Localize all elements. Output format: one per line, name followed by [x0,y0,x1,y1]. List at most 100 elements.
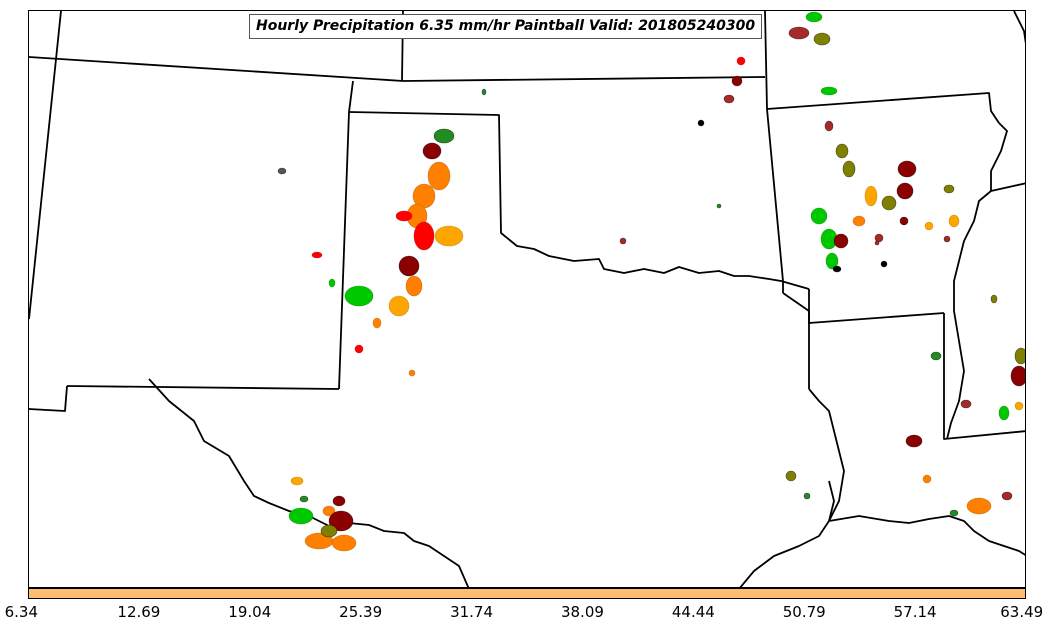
precip-blob [277,167,287,175]
precip-blob [372,317,382,329]
precip-blob [481,88,487,96]
map-title: Hourly Precipitation 6.35 mm/hr Paintbal… [249,14,763,39]
precip-blob [388,295,410,317]
colorbar-tick-label: 57.14 [893,603,937,621]
colorbar-tick-label: 50.79 [782,603,826,621]
precip-blob [332,495,346,507]
precip-blob [905,434,923,448]
border-ks-ok-north [348,111,810,290]
precip-blob [835,143,849,159]
precip-blob [864,185,878,207]
precip-blob [299,495,309,503]
precip-blob [825,252,839,270]
precip-blob [288,507,314,525]
colorbar-tick-label: 63.49 [1000,603,1044,621]
border-co-ne [29,56,404,82]
precip-blob [413,221,435,251]
precip-blob [880,260,888,268]
precip-blob [434,225,464,247]
precip-blob [998,405,1010,421]
precip-blob [1014,401,1024,411]
precip-blob [949,509,959,517]
precip-blob [395,210,413,222]
precip-blob [810,207,828,225]
precip-blob [697,119,705,127]
border-ks-mo [402,76,766,82]
colorbar-tick-label: 38.09 [560,603,604,621]
precip-blob [1014,347,1025,365]
precip-blob [331,534,357,552]
precip-blob [922,474,932,484]
border-ms-la [943,313,1025,440]
border-ok-tx-red [782,292,810,389]
precip-blob [852,215,866,227]
precip-blob [723,94,735,104]
precip-blob [408,369,416,377]
border-la-coast [828,515,1025,556]
precip-blob [354,344,364,354]
precip-blob [930,351,942,361]
colorbar-tick-label: 31.74 [450,603,494,621]
precip-blob [842,160,856,178]
colorbar-tick-label: 6.34 [4,603,39,621]
colorbar-tick-label: 44.44 [671,603,715,621]
precip-blob [881,195,897,211]
precip-paintball-blobs [277,11,1025,552]
border-tx-west [29,385,68,412]
precip-blob [731,75,743,87]
coastline-gulf-east [1013,11,1025,44]
precip-blob [874,233,884,243]
precip-blob [328,278,336,288]
precip-blob [328,510,354,532]
map-canvas [29,11,1025,587]
border-nm-south [66,385,340,390]
precip-blob [619,237,627,245]
precip-blob [899,216,909,226]
precip-blob [398,255,420,277]
precip-blob [405,275,423,297]
precip-blob [897,160,917,178]
precip-blob [1001,491,1013,501]
precip-blob [344,285,374,307]
precip-blob [805,11,823,23]
precip-blob [833,233,849,249]
precip-blob [943,184,955,194]
border-tx-la-sabine [808,388,845,522]
border-co-nm-north [29,11,62,320]
border-co-ks [348,80,354,113]
precip-blob [960,399,972,409]
precip-blob [433,128,455,144]
precip-blob [785,470,797,482]
precip-blob [716,203,722,209]
precip-blob [736,56,746,66]
border-nm-tx [338,111,350,390]
colorbar-tick-label: 12.69 [117,603,161,621]
precip-blob [832,265,842,273]
state-borders [29,11,1025,587]
precip-blob [990,294,998,304]
precip-blob [290,476,304,486]
precip-blob [874,240,880,246]
precip-blob [427,161,451,191]
colorbar-tick-label: 19.04 [228,603,272,621]
precip-blob [966,497,992,515]
colorbar-tick-label: 25.39 [339,603,383,621]
precip-blob [824,120,834,132]
precip-blob [803,492,811,500]
precip-blob [322,505,336,517]
border-tx-coast [739,480,835,587]
precip-blob [896,182,914,200]
border-mo-west [764,11,784,282]
precip-blob [813,32,831,46]
border-ar-north [766,92,1000,124]
map-panel [28,10,1026,588]
precip-blob [311,251,323,259]
border-tn [990,182,1025,192]
precip-blob [320,524,338,538]
precip-blob [1010,365,1025,387]
precip-blob [788,26,810,40]
precip-blob [948,214,960,228]
colorbar [28,588,1026,599]
precip-blob [924,221,934,231]
border-tx-rio-grande [148,378,470,587]
